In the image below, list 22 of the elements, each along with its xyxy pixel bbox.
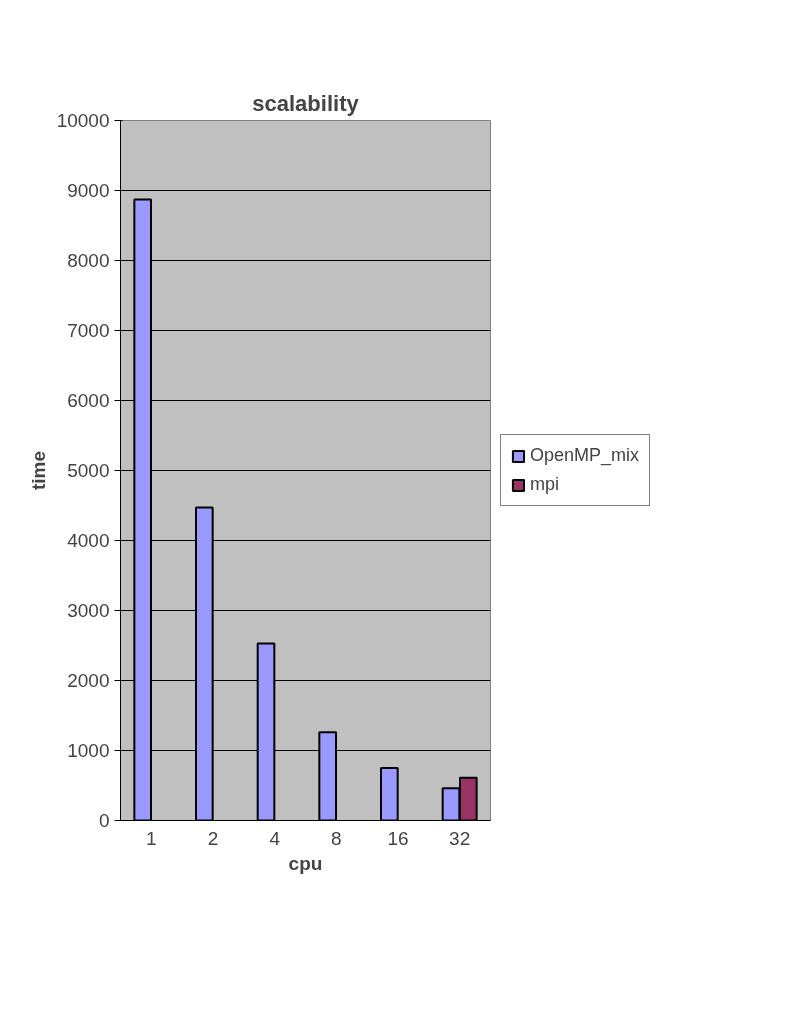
y-tick-label: 5000 — [67, 460, 110, 481]
y-tick-label: 6000 — [67, 390, 110, 411]
x-tick-label: 1 — [146, 827, 157, 849]
x-tick-label: 16 — [387, 827, 409, 849]
x-tick-label: 8 — [331, 827, 342, 849]
x-tick-label: 32 — [449, 827, 471, 849]
legend-label: mpi — [530, 474, 560, 495]
y-tick-label: 2000 — [67, 670, 110, 691]
y-tick-label: 9000 — [67, 180, 110, 201]
y-axis-title: time — [27, 450, 49, 491]
x-tick-label: 2 — [207, 827, 219, 849]
y-tick-label: 10000 — [56, 110, 110, 131]
x-tick-label: 4 — [269, 827, 281, 849]
y-tick-label: 3000 — [67, 600, 110, 621]
legend-label: OpenMP_mix — [530, 445, 640, 466]
y-tick-label: 4000 — [67, 530, 110, 551]
y-tick-label: 1000 — [67, 740, 110, 761]
y-tick-label: 8000 — [67, 250, 110, 271]
y-tick-label: 0 — [98, 810, 110, 831]
y-tick-label: 7000 — [67, 320, 110, 341]
x-axis-title: cpu — [288, 852, 323, 874]
chart-title: scalability — [252, 90, 360, 116]
